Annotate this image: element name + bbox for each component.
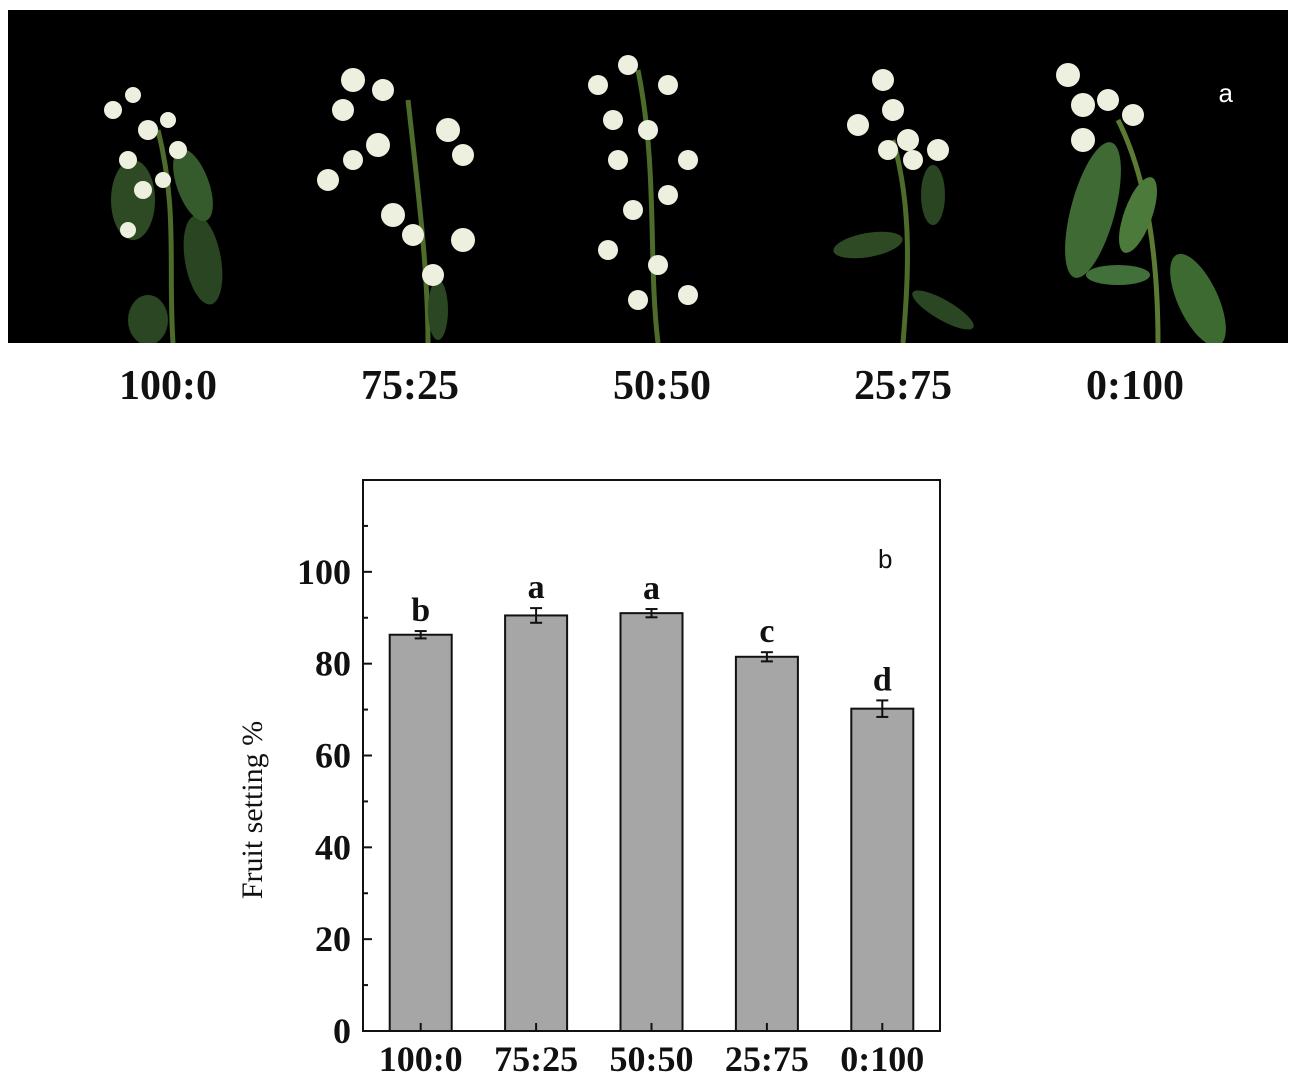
photo-label-4: 25:75 xyxy=(854,363,952,409)
significance-label: a xyxy=(643,570,660,607)
y-axis-title: Fruit setting % xyxy=(236,721,269,899)
photo-label-2: 75:25 xyxy=(361,363,459,409)
x-tick-label: 50:50 xyxy=(610,1039,694,1079)
bar xyxy=(619,612,684,1033)
y-tick-label: 20 xyxy=(315,919,351,959)
x-tick-label: 100:0 xyxy=(379,1039,463,1079)
photo-label-3: 50:50 xyxy=(613,363,711,409)
significance-label: a xyxy=(528,569,545,606)
x-tick-label: 25:75 xyxy=(725,1039,809,1079)
significance-label: c xyxy=(759,613,774,650)
plant-photo-strip xyxy=(104,55,1226,343)
y-tick-label: 40 xyxy=(315,827,351,867)
y-tick-label: 100 xyxy=(297,552,351,592)
bar xyxy=(388,633,453,1032)
plant-photo-4 xyxy=(833,69,974,343)
significance-label: d xyxy=(873,661,892,698)
plant-photo-5 xyxy=(1056,63,1226,343)
panel-letter-a: a xyxy=(1218,78,1233,108)
panel-letter-b: b xyxy=(878,544,892,574)
plant-photo-2 xyxy=(317,68,475,343)
photo-label-1: 100:0 xyxy=(119,363,217,409)
photo-label-5: 0:100 xyxy=(1086,363,1184,409)
fruit-setting-chart: 0 20 40 60 80 100 b 100:0 a 75:25 a 50:50 c 25:75 d 0:1… xyxy=(236,479,941,1079)
significance-label: b xyxy=(411,592,430,629)
bar xyxy=(734,655,799,1032)
y-tick-label: 80 xyxy=(315,644,351,684)
photo-panel: a xyxy=(8,10,1288,343)
y-tick-label: 0 xyxy=(333,1011,351,1051)
x-tick-label: 0:100 xyxy=(840,1039,924,1079)
plant-photo-1 xyxy=(104,87,223,343)
bar xyxy=(850,707,915,1032)
x-tick-label: 75:25 xyxy=(494,1039,578,1079)
y-tick-label: 60 xyxy=(315,736,351,776)
bar xyxy=(504,614,569,1032)
plant-photo-3 xyxy=(588,55,698,343)
